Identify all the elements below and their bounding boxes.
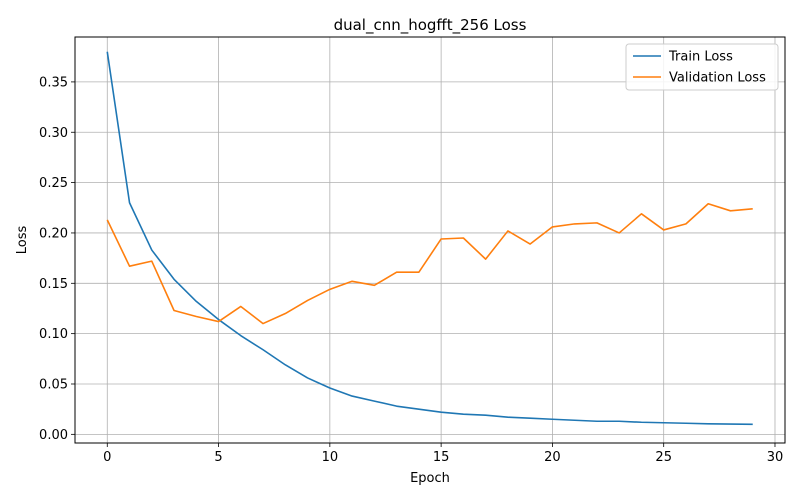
y-tick-label: 0.30: [39, 126, 68, 141]
train-loss-line: [106, 51, 753, 426]
series-lines: [106, 51, 753, 426]
x-tick-label: 10: [322, 450, 339, 465]
chart-title: dual_cnn_hogfft_256 Loss: [334, 16, 527, 35]
x-tick-label: 15: [433, 450, 450, 465]
y-tick-label: 0.35: [39, 75, 68, 90]
legend-label-validation: Validation Loss: [669, 71, 766, 86]
y-axis-title: Loss: [15, 226, 30, 255]
legend-box: [625, 43, 779, 91]
x-tick-label: 25: [655, 450, 672, 465]
x-tick-label: 5: [214, 450, 222, 465]
y-tick-label: 0.15: [39, 277, 68, 292]
y-tick-label: 0.20: [39, 226, 68, 241]
y-tick-label: 0.25: [39, 176, 68, 191]
x-tick-label: 0: [103, 450, 111, 465]
x-axis-title: Epoch: [410, 471, 450, 486]
validation-loss-line: [106, 202, 753, 325]
y-tick-label: 0.00: [39, 428, 68, 443]
y-tick-label: 0.05: [39, 377, 68, 392]
y-tick-label: 0.10: [39, 327, 68, 342]
ticks: 0 5 10 15 20 25 30 0.00 0.05 0.10 0.15 0.20 0.25 0.30…: [39, 75, 783, 465]
plot-frame: [74, 36, 786, 444]
x-tick-label: 30: [767, 450, 784, 465]
legend-label-train: Train Loss: [668, 50, 733, 65]
grid: [75, 37, 785, 443]
legend: Train Loss Validation Loss: [625, 43, 779, 91]
x-tick-label: 20: [544, 450, 561, 465]
